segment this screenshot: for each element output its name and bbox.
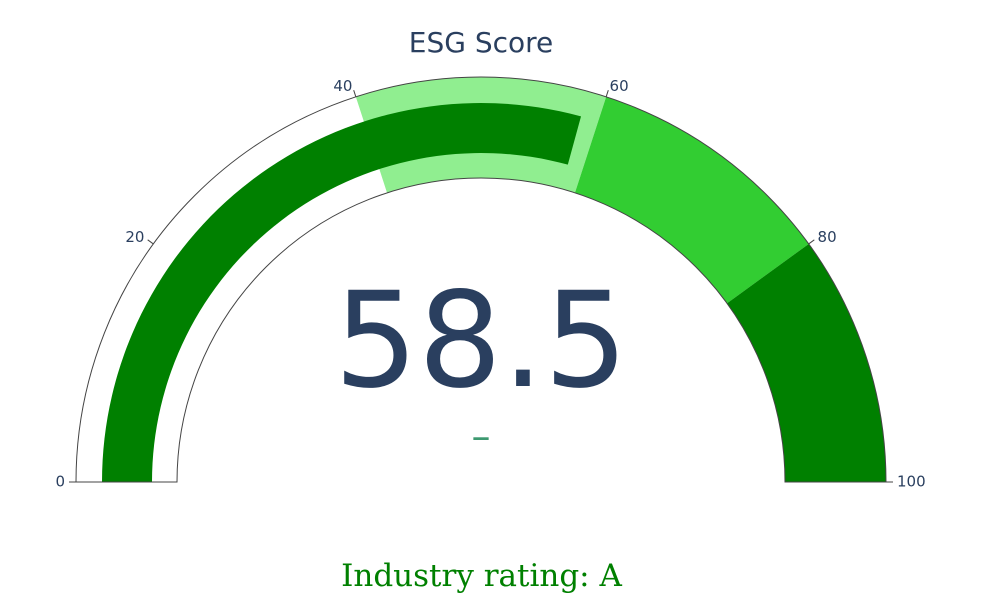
gauge-tick-label-80: 80 xyxy=(818,228,837,246)
gauge-tick-label-40: 40 xyxy=(333,77,352,95)
gauge-tick-label-0: 0 xyxy=(55,473,65,491)
gauge-tick-label-100: 100 xyxy=(897,473,926,491)
gauge-value: 58.5 xyxy=(334,264,628,418)
gauge-tick-60 xyxy=(605,90,609,97)
gauge-tick-20 xyxy=(147,239,154,245)
chart-title: ESG Score xyxy=(409,26,553,59)
gauge-step-3 xyxy=(726,243,886,482)
industry-rating-note: Industry rating: A xyxy=(341,558,622,594)
gauge-tick-80 xyxy=(808,239,815,245)
gauge-outline xyxy=(75,76,887,483)
gauge-bar-layer xyxy=(102,102,582,483)
gauge-tick-40 xyxy=(353,90,357,97)
gauge-axis: 0 20 40 60 80 100 xyxy=(55,77,925,491)
gauge-value-bar xyxy=(102,102,582,483)
gauge-step-2 xyxy=(574,96,809,304)
gauge-border xyxy=(75,76,887,483)
delta-indicator: – xyxy=(472,414,491,458)
gauge-tick-label-60: 60 xyxy=(610,77,629,95)
gauge-tick-label-20: 20 xyxy=(125,228,144,246)
